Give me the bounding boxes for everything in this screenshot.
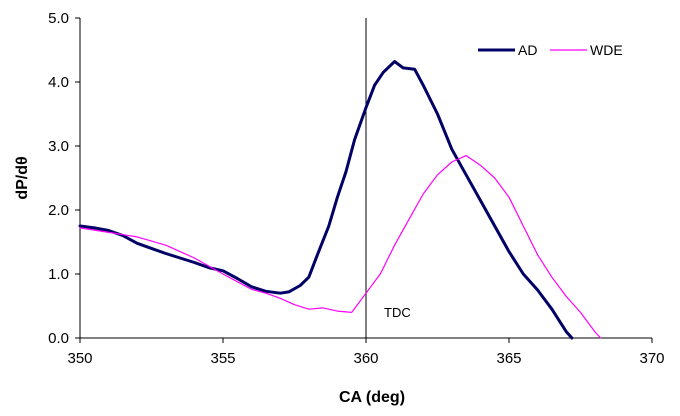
legend-label-wde: WDE: [590, 42, 623, 58]
y-tick-label: 5.0: [48, 10, 69, 27]
series-line-ad: [78, 60, 574, 340]
y-tick-label: 0.0: [48, 330, 69, 347]
x-tick-label: 355: [210, 350, 235, 367]
y-tick-label: 3.0: [48, 138, 69, 155]
y-tick-label: 4.0: [48, 74, 69, 91]
legend-label-ad: AD: [518, 42, 537, 58]
series-line-wde: [79, 155, 602, 339]
x-tick-label: 350: [67, 350, 92, 367]
x-axis-title: CA (deg): [339, 389, 405, 406]
y-tick-label: 2.0: [48, 202, 69, 219]
y-axis-title: dP/dθ: [14, 156, 31, 199]
x-tick-label: 370: [639, 350, 664, 367]
x-tick-label: 360: [353, 350, 378, 367]
x-axis-ticks: 350 355 360 365 370: [67, 338, 665, 367]
series-layer: [78, 60, 602, 340]
y-tick-label: 1.0: [48, 266, 69, 283]
tdc-label: TDC: [384, 305, 411, 320]
legend: AD WDE: [478, 42, 623, 58]
y-axis-ticks: 0.0 1.0 2.0 3.0 4.0 5.0: [48, 10, 80, 347]
x-tick-label: 365: [496, 350, 521, 367]
